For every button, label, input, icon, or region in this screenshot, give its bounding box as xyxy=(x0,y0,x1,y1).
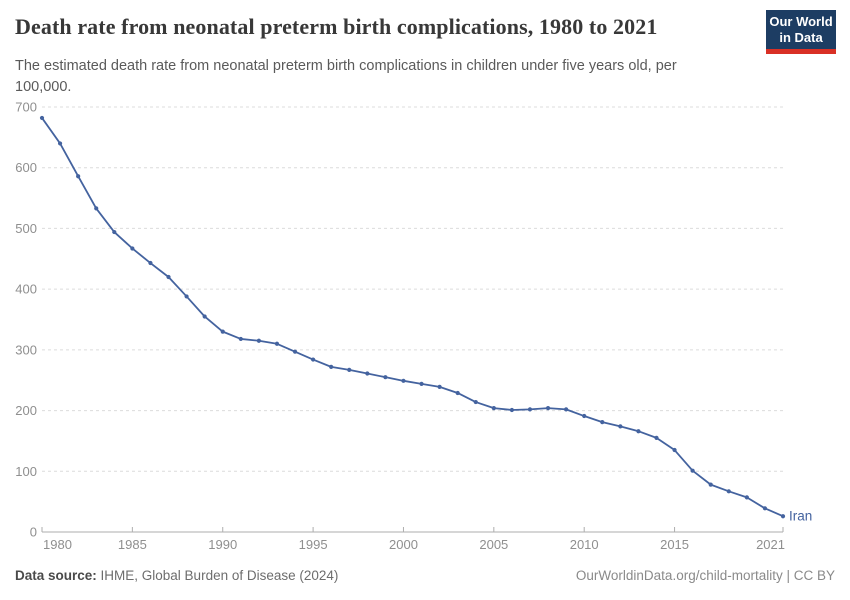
series-label-iran: Iran xyxy=(789,509,812,524)
data-line-iran xyxy=(41,117,784,518)
data-point[interactable] xyxy=(654,435,659,440)
data-point[interactable] xyxy=(76,174,81,179)
owid-logo-accent-bar xyxy=(766,49,836,54)
data-point[interactable] xyxy=(94,206,99,211)
data-point[interactable] xyxy=(618,424,623,429)
x-axis-tick-label: 2015 xyxy=(660,537,689,552)
data-point[interactable] xyxy=(726,489,731,494)
data-point[interactable] xyxy=(509,407,515,413)
data-point[interactable] xyxy=(274,341,280,346)
data-source-value: IHME, Global Burden of Disease (2024) xyxy=(96,568,339,583)
y-axis-tick-label: 500 xyxy=(15,221,37,236)
data-point[interactable] xyxy=(130,246,135,251)
chart-subtitle-line2: 100,000. xyxy=(15,79,72,95)
data-point[interactable] xyxy=(256,338,261,343)
data-point[interactable] xyxy=(744,495,749,500)
data-point[interactable] xyxy=(365,371,370,376)
data-point[interactable] xyxy=(220,329,225,334)
data-point[interactable] xyxy=(582,413,587,419)
x-axis-tick-label: 2000 xyxy=(389,537,418,552)
owid-logo-line1: Our World xyxy=(769,14,833,29)
data-source-label: Data source: xyxy=(15,568,97,583)
data-point[interactable] xyxy=(238,336,243,342)
data-point[interactable] xyxy=(383,375,388,380)
data-point[interactable] xyxy=(419,381,424,386)
data-point[interactable] xyxy=(166,274,171,280)
y-axis-tick-label: 0 xyxy=(30,525,37,540)
x-axis-tick-label: 1995 xyxy=(299,537,328,552)
data-point[interactable] xyxy=(329,364,334,369)
y-axis-tick-label: 200 xyxy=(15,403,37,418)
x-axis-tick-label: 2005 xyxy=(479,537,508,552)
line-chart: 0 100 200 300 400 500 600 700 1980 1985 1990 1995 20… xyxy=(15,100,812,553)
data-point[interactable] xyxy=(636,429,641,434)
owid-logo: Our World in Data xyxy=(766,10,836,54)
data-point[interactable] xyxy=(310,357,316,362)
data-point[interactable] xyxy=(347,367,352,372)
data-point[interactable] xyxy=(437,384,442,389)
data-point[interactable] xyxy=(292,349,298,354)
data-point[interactable] xyxy=(473,399,478,405)
data-point[interactable] xyxy=(708,482,713,487)
data-point[interactable] xyxy=(112,229,117,235)
data-point[interactable] xyxy=(57,141,63,146)
data-point[interactable] xyxy=(780,514,786,519)
y-axis-tick-label: 400 xyxy=(15,282,37,297)
y-axis-tick-label: 600 xyxy=(15,160,37,175)
data-point[interactable] xyxy=(401,378,406,383)
y-axis-tick-label: 100 xyxy=(15,464,37,479)
x-axis-tick-label: 1990 xyxy=(208,537,237,552)
chart-subtitle: The estimated death rate from neonatal p… xyxy=(15,56,677,98)
data-point[interactable] xyxy=(491,406,496,411)
data-point[interactable] xyxy=(39,115,45,121)
data-point[interactable] xyxy=(762,506,768,511)
x-axis-tick-label: 2021 xyxy=(756,537,785,552)
data-point[interactable] xyxy=(600,420,605,425)
data-point[interactable] xyxy=(455,390,460,396)
data-source: Data source: IHME, Global Burden of Dise… xyxy=(15,568,338,583)
data-point[interactable] xyxy=(564,407,569,412)
data-point[interactable] xyxy=(184,294,189,299)
y-axis-tick-label: 300 xyxy=(15,342,37,357)
chart-footer: Data source: IHME, Global Burden of Dise… xyxy=(15,568,835,583)
credit-link: OurWorldinData.org/child-mortality | CC … xyxy=(575,568,835,583)
x-axis-tick-label: 2010 xyxy=(570,537,599,552)
data-point[interactable] xyxy=(672,447,677,453)
owid-logo-line2: in Data xyxy=(779,30,823,45)
x-axis-tick-label: 1980 xyxy=(43,537,72,552)
data-point[interactable] xyxy=(690,468,695,473)
page-title: Death rate from neonatal preterm birth c… xyxy=(15,14,658,39)
y-axis-tick-label: 700 xyxy=(15,100,37,115)
x-axis-tick-label: 1985 xyxy=(118,537,147,552)
data-point[interactable] xyxy=(202,314,207,319)
data-point[interactable] xyxy=(148,260,153,266)
data-point[interactable] xyxy=(545,406,551,411)
data-point[interactable] xyxy=(527,407,533,412)
chart-subtitle-line1: The estimated death rate from neonatal p… xyxy=(15,58,677,74)
